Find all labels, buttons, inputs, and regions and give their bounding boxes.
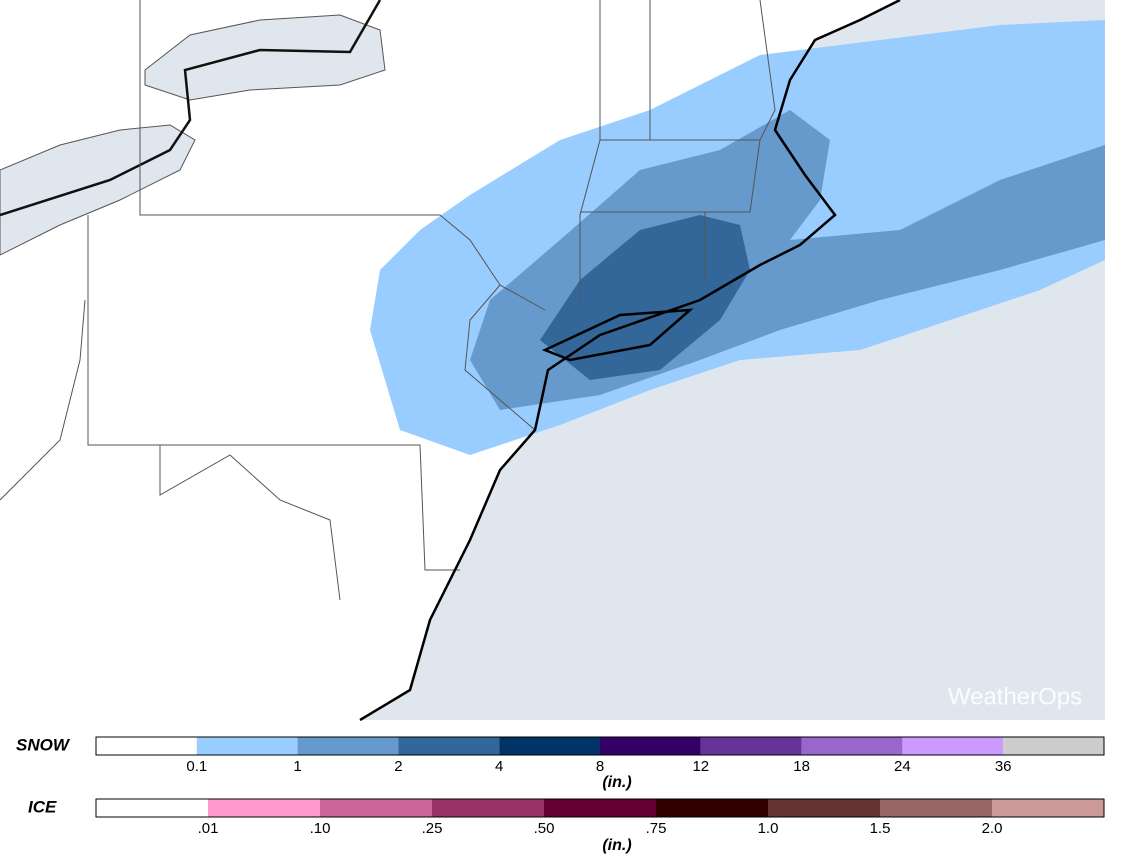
logo: WeatherOps <box>948 683 1082 710</box>
legend-tick-label: .75 <box>646 820 667 837</box>
legend-swatch <box>700 737 802 755</box>
legend-tick-label: 1.5 <box>870 820 891 837</box>
legend-tick-label: .50 <box>534 820 555 837</box>
legend-label: ICE <box>28 797 57 816</box>
legend-tick-label: 1.0 <box>758 820 779 837</box>
legend-swatch <box>96 737 197 755</box>
legend-tick-label: .25 <box>422 820 443 837</box>
legend-tick-label: 2 <box>394 758 402 775</box>
legend-swatch <box>208 799 320 817</box>
map: WeatherOps <box>0 0 1105 722</box>
legend-swatch <box>992 799 1104 817</box>
legend-tick-label: 1 <box>293 758 301 775</box>
legend-tick-label: .01 <box>198 820 219 837</box>
legend-swatch <box>768 799 880 817</box>
legend-tick-label: 12 <box>692 758 709 775</box>
legend-swatch <box>1003 737 1104 755</box>
legend-swatch <box>499 737 600 755</box>
legend-swatch <box>196 737 298 755</box>
legend-label: SNOW <box>16 735 71 754</box>
legend: SNOW ICE (in.) (in.) 0.1 1 2 4 8 12 18 24 36.01.… <box>16 735 1105 854</box>
legend-swatch <box>801 737 903 755</box>
legend-swatch <box>96 799 208 817</box>
legend-tick-label: 18 <box>793 758 810 775</box>
legend-swatch <box>297 737 399 755</box>
legend-tick-label: 4 <box>495 758 503 775</box>
legend-swatch <box>656 799 768 817</box>
legend-swatch <box>902 737 1004 755</box>
legend-tick-label: 2.0 <box>982 820 1003 837</box>
legend-border <box>95 736 1105 756</box>
legend-unit: (in.) <box>602 837 631 854</box>
legend-tick-label: 0.1 <box>186 758 207 775</box>
legend-swatch <box>880 799 992 817</box>
legend-tick-label: 8 <box>596 758 604 775</box>
legend-tick-label: 24 <box>894 758 911 775</box>
legend-tick-label: 36 <box>995 758 1012 775</box>
legend-border <box>95 798 1105 818</box>
legend-swatch <box>432 799 544 817</box>
legend-swatch <box>600 737 701 755</box>
legend-unit: (in.) <box>602 774 631 791</box>
legend-tick-label: .10 <box>310 820 331 837</box>
legend-swatch <box>320 799 432 817</box>
legend-swatch <box>544 799 656 817</box>
legend-swatch <box>398 737 500 755</box>
